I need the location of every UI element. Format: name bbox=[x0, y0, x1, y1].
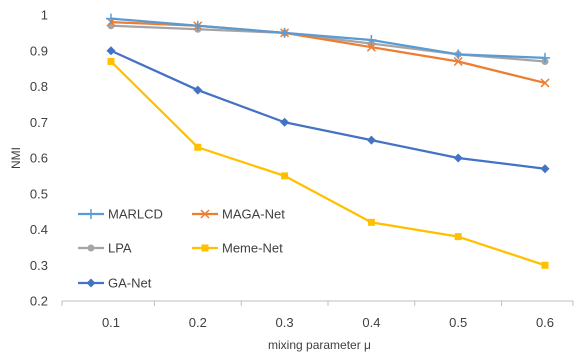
data-point bbox=[279, 27, 290, 38]
series-line bbox=[110, 49, 546, 170]
legend: MARLCD MAGA-Net LPA Meme-Net GA-Net bbox=[78, 207, 285, 291]
y-axis: 0.2 0.3 0.4 0.5 0.6 0.7 0.8 0.9 1 bbox=[30, 8, 48, 309]
legend-label: LPA bbox=[108, 241, 132, 256]
y-tick-label: 0.6 bbox=[30, 151, 48, 166]
data-point bbox=[106, 46, 116, 56]
data-point bbox=[194, 143, 202, 151]
legend-marker bbox=[86, 209, 96, 219]
y-tick-label: 0.9 bbox=[30, 43, 48, 58]
y-tick-label: 0.5 bbox=[30, 186, 48, 201]
legend-item: LPA bbox=[78, 241, 132, 256]
legend-label: MARLCD bbox=[108, 207, 163, 222]
series-marlcd bbox=[106, 13, 550, 63]
legend-item: Meme-Net bbox=[192, 241, 283, 256]
data-point bbox=[541, 261, 549, 269]
y-tick-label: 0.3 bbox=[30, 258, 48, 273]
y-tick-label: 0.7 bbox=[30, 115, 48, 130]
data-point bbox=[106, 13, 116, 24]
data-point bbox=[280, 117, 290, 127]
y-tick-label: 0.4 bbox=[30, 222, 48, 237]
legend-item: GA-Net bbox=[78, 276, 152, 291]
x-axis: 0.1 0.2 0.3 0.4 0.5 0.6 bbox=[61, 300, 574, 330]
data-point bbox=[366, 42, 376, 52]
data-point bbox=[453, 49, 464, 60]
y-axis-title: NMI bbox=[9, 147, 23, 169]
series-meme-net bbox=[107, 57, 549, 269]
plot-area bbox=[106, 13, 550, 269]
legend-item: MARLCD bbox=[78, 207, 163, 222]
data-point bbox=[366, 135, 376, 145]
series-line bbox=[110, 60, 546, 267]
data-point bbox=[107, 57, 115, 65]
series-ga-net bbox=[106, 46, 550, 174]
x-tick-label: 0.5 bbox=[449, 315, 467, 330]
legend-marker bbox=[86, 278, 96, 288]
series-lpa bbox=[107, 22, 549, 65]
data-point bbox=[453, 56, 463, 67]
data-point bbox=[367, 218, 375, 226]
series-line bbox=[110, 17, 546, 60]
x-tick-label: 0.1 bbox=[102, 315, 120, 330]
y-tick-label: 0.8 bbox=[30, 79, 48, 94]
data-point bbox=[193, 85, 203, 95]
data-point bbox=[540, 52, 550, 63]
legend-label: MAGA-Net bbox=[222, 207, 285, 222]
x-axis-title: mixing parameter μ bbox=[268, 338, 371, 352]
legend-item: MAGA-Net bbox=[192, 207, 285, 222]
data-point bbox=[540, 164, 550, 174]
legend-label: Meme-Net bbox=[222, 241, 283, 256]
data-point bbox=[192, 20, 203, 31]
legend-marker bbox=[87, 244, 95, 252]
data-point bbox=[453, 153, 463, 163]
x-tick-label: 0.3 bbox=[276, 315, 294, 330]
x-tick-label: 0.6 bbox=[536, 315, 554, 330]
data-point bbox=[454, 233, 462, 241]
data-point bbox=[540, 78, 550, 88]
data-point bbox=[366, 35, 377, 46]
x-tick-label: 0.4 bbox=[362, 315, 380, 330]
y-tick-label: 0.2 bbox=[30, 294, 48, 309]
legend-marker bbox=[201, 244, 209, 252]
data-point bbox=[281, 172, 289, 180]
legend-label: GA-Net bbox=[108, 276, 152, 291]
legend-marker bbox=[200, 209, 210, 219]
y-tick-label: 1 bbox=[41, 8, 48, 23]
x-tick-label: 0.2 bbox=[189, 315, 207, 330]
series-line bbox=[110, 21, 546, 85]
